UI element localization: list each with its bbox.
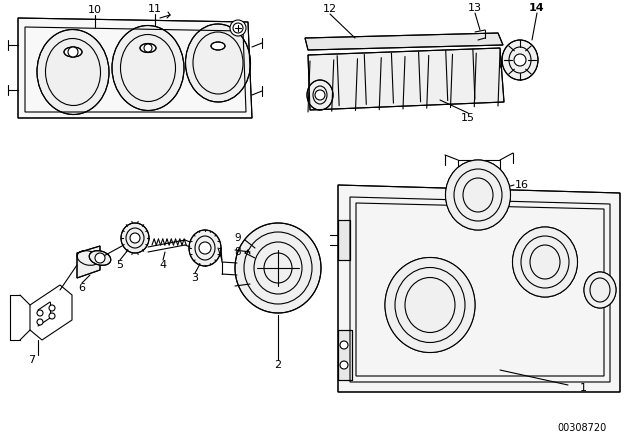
Polygon shape: [305, 33, 503, 50]
Text: 1: 1: [579, 383, 586, 393]
Circle shape: [49, 305, 55, 311]
Circle shape: [315, 90, 325, 100]
Ellipse shape: [307, 80, 333, 110]
Polygon shape: [18, 18, 252, 118]
Circle shape: [130, 233, 140, 243]
Circle shape: [340, 361, 348, 369]
Ellipse shape: [502, 40, 538, 80]
Ellipse shape: [140, 43, 156, 52]
Circle shape: [230, 20, 246, 36]
Ellipse shape: [385, 258, 475, 353]
Ellipse shape: [513, 227, 577, 297]
Text: 15: 15: [461, 113, 475, 123]
Ellipse shape: [186, 24, 250, 102]
Text: 3: 3: [191, 273, 198, 283]
Text: 7: 7: [28, 355, 36, 365]
Text: 4: 4: [159, 260, 166, 270]
Circle shape: [144, 44, 152, 52]
Ellipse shape: [584, 272, 616, 308]
Polygon shape: [338, 330, 352, 380]
Text: 13: 13: [468, 3, 482, 13]
Circle shape: [37, 310, 43, 316]
Ellipse shape: [89, 251, 111, 265]
Circle shape: [49, 313, 55, 319]
Circle shape: [340, 341, 348, 349]
Polygon shape: [77, 246, 100, 278]
Text: 14: 14: [529, 3, 545, 13]
Text: 5: 5: [116, 260, 124, 270]
Ellipse shape: [211, 42, 225, 50]
Polygon shape: [338, 220, 350, 260]
Ellipse shape: [64, 47, 82, 57]
Text: 12: 12: [323, 4, 337, 14]
Ellipse shape: [37, 30, 109, 115]
Polygon shape: [308, 48, 504, 110]
Text: 10: 10: [88, 5, 102, 15]
Ellipse shape: [77, 251, 99, 265]
Circle shape: [199, 242, 211, 254]
Circle shape: [95, 253, 105, 263]
Text: 8: 8: [235, 247, 241, 257]
Ellipse shape: [445, 160, 511, 230]
Circle shape: [68, 47, 78, 57]
Text: 00308720: 00308720: [557, 423, 607, 433]
Text: 9: 9: [235, 233, 241, 243]
Text: 2: 2: [275, 360, 282, 370]
Ellipse shape: [112, 26, 184, 111]
Ellipse shape: [235, 223, 321, 313]
Text: 6: 6: [79, 283, 86, 293]
Ellipse shape: [189, 230, 221, 266]
Ellipse shape: [121, 223, 149, 253]
Polygon shape: [338, 185, 620, 392]
Circle shape: [514, 54, 526, 66]
Circle shape: [37, 319, 43, 325]
Text: 11: 11: [148, 4, 162, 14]
Text: 16: 16: [515, 180, 529, 190]
